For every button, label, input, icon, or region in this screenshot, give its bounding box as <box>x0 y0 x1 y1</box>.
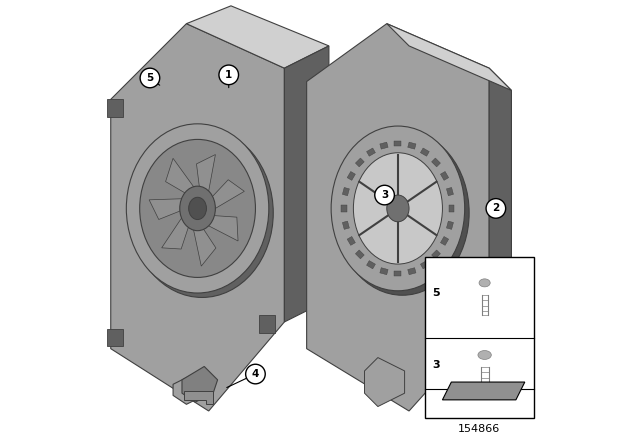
Polygon shape <box>367 148 376 156</box>
Polygon shape <box>355 158 364 167</box>
Polygon shape <box>209 215 238 241</box>
Polygon shape <box>347 172 355 181</box>
Text: 4: 4 <box>252 369 259 379</box>
Polygon shape <box>394 271 401 276</box>
Polygon shape <box>149 199 184 220</box>
Polygon shape <box>440 172 449 181</box>
Polygon shape <box>447 221 454 229</box>
Polygon shape <box>447 187 454 196</box>
Ellipse shape <box>189 197 207 220</box>
Polygon shape <box>431 158 440 167</box>
Circle shape <box>219 65 239 85</box>
Polygon shape <box>387 24 511 90</box>
Text: 1: 1 <box>225 70 232 80</box>
Ellipse shape <box>140 139 255 277</box>
Polygon shape <box>194 225 216 266</box>
Ellipse shape <box>131 128 273 297</box>
Polygon shape <box>209 180 244 208</box>
Polygon shape <box>107 99 124 117</box>
Polygon shape <box>489 68 511 335</box>
Polygon shape <box>380 268 388 275</box>
Polygon shape <box>342 221 349 229</box>
Polygon shape <box>420 261 429 269</box>
Polygon shape <box>408 142 416 149</box>
Circle shape <box>246 364 265 384</box>
Text: 154866: 154866 <box>458 424 500 434</box>
Polygon shape <box>173 371 213 404</box>
Polygon shape <box>367 261 376 269</box>
Polygon shape <box>408 268 416 275</box>
Ellipse shape <box>331 126 465 291</box>
FancyBboxPatch shape <box>424 258 534 418</box>
Polygon shape <box>196 155 216 191</box>
Ellipse shape <box>335 130 469 295</box>
Text: 5: 5 <box>147 73 154 83</box>
Polygon shape <box>259 315 275 333</box>
Polygon shape <box>166 158 194 195</box>
Ellipse shape <box>387 195 409 222</box>
Polygon shape <box>186 6 329 68</box>
Text: 3: 3 <box>381 190 388 200</box>
Ellipse shape <box>180 186 216 231</box>
Polygon shape <box>284 46 329 322</box>
Polygon shape <box>107 329 124 346</box>
Polygon shape <box>380 142 388 149</box>
Polygon shape <box>307 24 489 411</box>
Polygon shape <box>182 366 218 402</box>
Polygon shape <box>184 391 213 404</box>
Ellipse shape <box>353 153 442 264</box>
Text: 3: 3 <box>433 360 440 370</box>
Text: 5: 5 <box>433 288 440 297</box>
Circle shape <box>140 68 160 88</box>
Polygon shape <box>347 237 355 246</box>
Polygon shape <box>394 141 401 146</box>
Circle shape <box>375 185 394 205</box>
Polygon shape <box>440 237 449 246</box>
Polygon shape <box>365 358 404 406</box>
Polygon shape <box>162 218 190 249</box>
Polygon shape <box>449 205 454 212</box>
Ellipse shape <box>479 279 490 287</box>
Polygon shape <box>420 148 429 156</box>
Polygon shape <box>442 382 525 400</box>
Polygon shape <box>342 187 349 196</box>
Polygon shape <box>111 24 284 411</box>
Polygon shape <box>341 205 347 212</box>
Ellipse shape <box>126 124 269 293</box>
Circle shape <box>486 198 506 218</box>
Text: 2: 2 <box>492 203 499 213</box>
Polygon shape <box>431 250 440 259</box>
Polygon shape <box>355 250 364 259</box>
Ellipse shape <box>478 350 492 359</box>
